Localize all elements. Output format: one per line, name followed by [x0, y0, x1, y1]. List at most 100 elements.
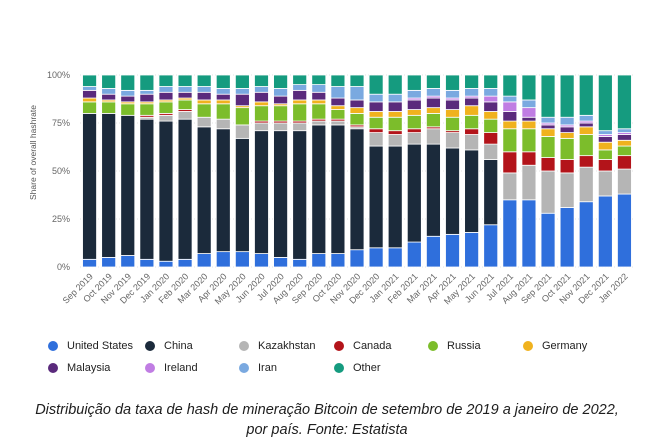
bar-segment-russia[interactable]: [215, 103, 231, 120]
bar-segment-malaysia[interactable]: [406, 99, 422, 110]
bar-segment-other[interactable]: [464, 74, 480, 89]
bar-segment-china[interactable]: [426, 143, 441, 237]
bar-segment-iran[interactable]: [445, 89, 460, 99]
bar-segment-kazakhstan[interactable]: [578, 166, 594, 203]
bar-segment-malaysia[interactable]: [597, 136, 613, 143]
bar-segment-other[interactable]: [578, 74, 594, 116]
bar-segment-kazakhstan[interactable]: [177, 111, 193, 120]
bar-segment-canada[interactable]: [387, 130, 403, 135]
bar-segment-iran[interactable]: [426, 88, 441, 97]
bar-segment-malaysia[interactable]: [464, 97, 480, 107]
bar-segment-germany[interactable]: [330, 105, 346, 110]
bar-segment-united-states[interactable]: [502, 199, 518, 268]
bar-segment-iran[interactable]: [464, 88, 480, 97]
bar-segment-kazakhstan[interactable]: [215, 118, 231, 130]
bar-segment-other[interactable]: [234, 74, 250, 89]
bar-segment-malaysia[interactable]: [254, 91, 269, 103]
bar-segment-kazakhstan[interactable]: [426, 128, 441, 145]
bar-segment-kazakhstan[interactable]: [196, 116, 212, 128]
bar-segment-russia[interactable]: [521, 128, 537, 153]
bar-segment-russia[interactable]: [426, 113, 441, 128]
bar-segment-malaysia[interactable]: [196, 91, 212, 101]
bar-segment-china[interactable]: [234, 137, 250, 253]
bar-segment-united-states[interactable]: [101, 256, 117, 268]
bar-segment-united-states[interactable]: [445, 233, 460, 268]
bar-segment-malaysia[interactable]: [101, 93, 117, 101]
legend-item-germany[interactable]: Germany: [523, 340, 587, 352]
bar-segment-united-states[interactable]: [273, 256, 288, 268]
bar-segment-germany[interactable]: [502, 120, 518, 130]
bar-segment-kazakhstan[interactable]: [540, 170, 556, 214]
bar-segment-malaysia[interactable]: [426, 97, 441, 109]
bar-segment-russia[interactable]: [120, 103, 136, 116]
bar-segment-kazakhstan[interactable]: [273, 122, 288, 132]
bar-segment-iran[interactable]: [292, 84, 308, 91]
bar-segment-germany[interactable]: [445, 109, 460, 118]
bar-segment-iran[interactable]: [349, 86, 365, 101]
bar-segment-germany[interactable]: [540, 128, 556, 137]
bar-segment-russia[interactable]: [234, 107, 250, 126]
bar-segment-iran[interactable]: [311, 84, 327, 93]
bar-segment-kazakhstan[interactable]: [387, 134, 403, 147]
bar-segment-kazakhstan[interactable]: [502, 172, 518, 201]
bar-segment-russia[interactable]: [559, 137, 575, 160]
bar-segment-malaysia[interactable]: [330, 97, 346, 107]
bar-segment-iran[interactable]: [82, 86, 97, 91]
legend-item-ireland[interactable]: Ireland: [145, 362, 198, 374]
bar-segment-ireland[interactable]: [521, 107, 537, 118]
bar-segment-russia[interactable]: [597, 149, 613, 160]
bar-segment-other[interactable]: [406, 74, 422, 91]
bar-segment-germany[interactable]: [406, 109, 422, 116]
bar-segment-germany[interactable]: [426, 107, 441, 114]
bar-segment-united-states[interactable]: [406, 241, 422, 268]
bar-segment-canada[interactable]: [521, 151, 537, 166]
bar-segment-united-states[interactable]: [120, 255, 136, 268]
bar-segment-germany[interactable]: [464, 105, 480, 116]
bar-segment-kazakhstan[interactable]: [292, 122, 308, 132]
bar-segment-iran[interactable]: [215, 88, 231, 95]
bar-segment-russia[interactable]: [254, 105, 269, 122]
bar-segment-china[interactable]: [292, 130, 308, 260]
bar-segment-malaysia[interactable]: [617, 134, 632, 141]
bar-segment-iran[interactable]: [368, 93, 384, 103]
bar-segment-malaysia[interactable]: [82, 89, 97, 99]
bar-segment-malaysia[interactable]: [368, 101, 384, 112]
bar-segment-russia[interactable]: [292, 103, 308, 122]
bar-segment-germany[interactable]: [311, 99, 327, 105]
bar-segment-malaysia[interactable]: [521, 116, 537, 122]
bar-segment-malaysia[interactable]: [120, 95, 136, 103]
bar-segment-iran[interactable]: [406, 89, 422, 99]
bar-segment-germany[interactable]: [597, 141, 613, 151]
bar-segment-russia[interactable]: [101, 101, 117, 114]
legend-item-malaysia[interactable]: Malaysia: [48, 362, 110, 374]
bar-segment-malaysia[interactable]: [483, 101, 499, 112]
bar-segment-germany[interactable]: [483, 111, 499, 120]
bar-segment-malaysia[interactable]: [292, 89, 308, 101]
bar-segment-iran[interactable]: [502, 95, 518, 103]
bar-segment-germany[interactable]: [254, 101, 269, 107]
legend-item-other[interactable]: Other: [334, 362, 381, 374]
legend-item-kazakhstan[interactable]: Kazakhstan: [239, 340, 315, 352]
bar-segment-united-states[interactable]: [177, 258, 193, 268]
bar-segment-germany[interactable]: [368, 111, 384, 118]
bar-segment-other[interactable]: [349, 74, 365, 87]
bar-segment-canada[interactable]: [540, 157, 556, 172]
bar-segment-united-states[interactable]: [139, 258, 155, 268]
bar-segment-iran[interactable]: [234, 88, 250, 95]
bar-segment-russia[interactable]: [330, 109, 346, 120]
bar-segment-china[interactable]: [101, 113, 117, 258]
bar-segment-other[interactable]: [559, 74, 575, 118]
bar-segment-other[interactable]: [540, 74, 556, 118]
bar-segment-russia[interactable]: [617, 145, 632, 157]
bar-segment-other[interactable]: [273, 74, 288, 89]
bar-segment-other[interactable]: [483, 74, 499, 89]
bar-segment-germany[interactable]: [559, 132, 575, 139]
bar-segment-kazakhstan[interactable]: [368, 132, 384, 147]
bar-segment-united-states[interactable]: [158, 260, 174, 268]
bar-segment-other[interactable]: [215, 74, 231, 89]
bar-segment-kazakhstan[interactable]: [406, 132, 422, 145]
bar-segment-china[interactable]: [177, 118, 193, 260]
bar-segment-iran[interactable]: [139, 89, 155, 95]
bar-segment-kazakhstan[interactable]: [617, 168, 632, 195]
bar-segment-china[interactable]: [273, 130, 288, 258]
